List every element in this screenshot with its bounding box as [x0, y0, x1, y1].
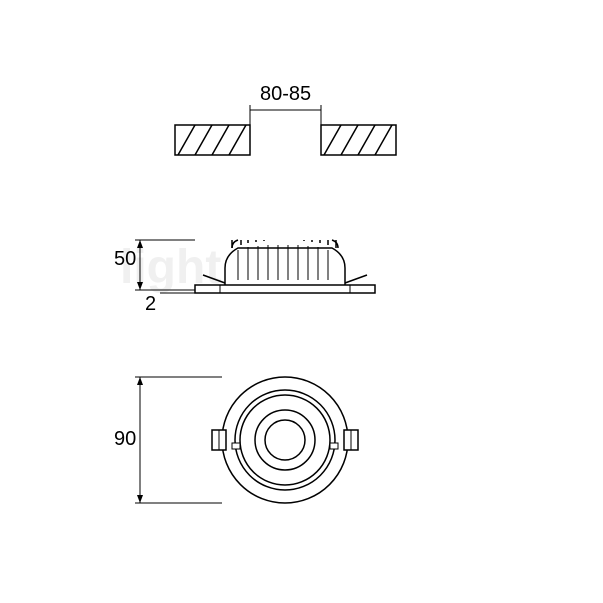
- technical-drawing: light 80-85: [0, 0, 603, 603]
- heatsink-fins: [225, 240, 345, 285]
- trim-dimension-label: 2: [145, 293, 156, 315]
- height-dimension-label: 50: [114, 248, 136, 270]
- cutout-section: 80-85: [175, 83, 396, 155]
- cutout-dimension-label: 80-85: [260, 83, 311, 105]
- diameter-dimension-label: 90: [114, 428, 136, 450]
- front-view-section: 90: [114, 377, 358, 503]
- drawing-svg: 80-85 50: [0, 0, 603, 603]
- side-view-section: 50 2: [114, 240, 375, 315]
- mounting-clips: [212, 430, 358, 450]
